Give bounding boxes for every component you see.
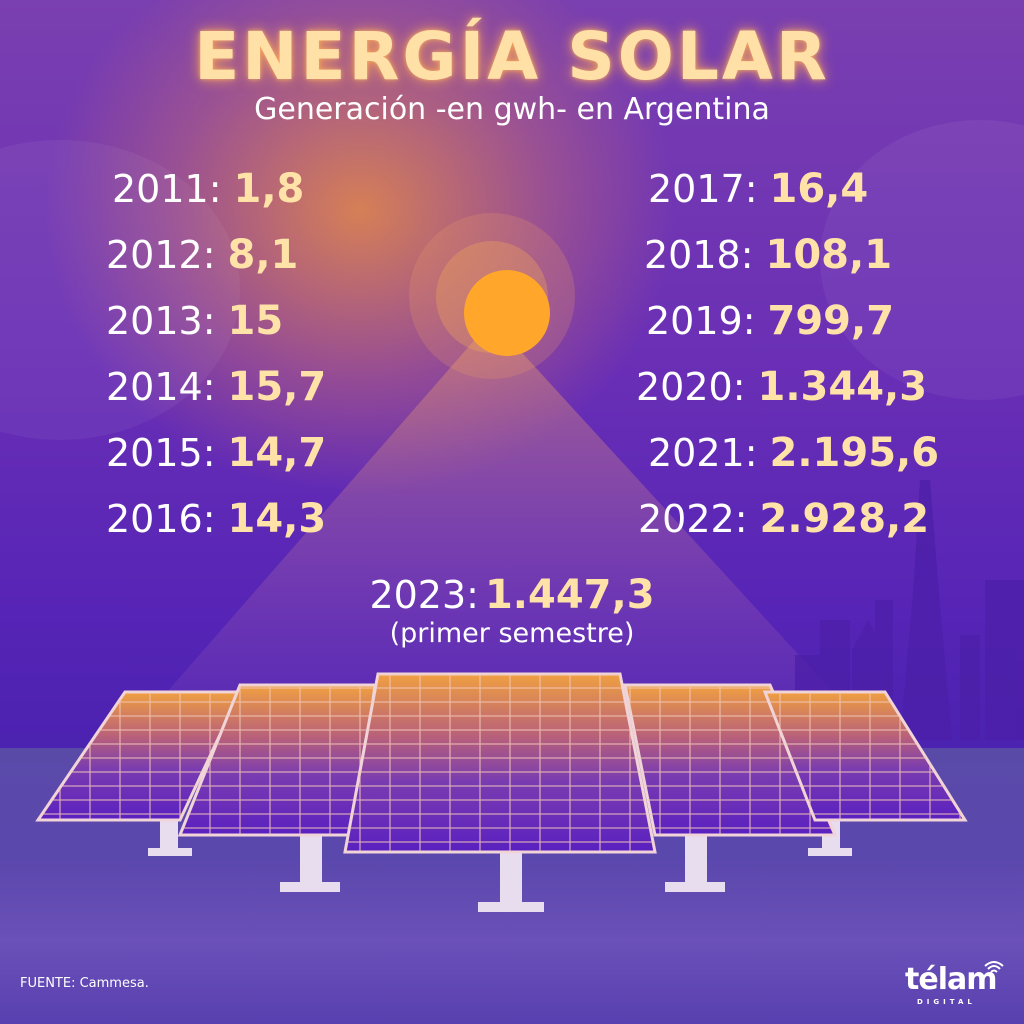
year-label: 2014:: [106, 365, 216, 409]
data-row-2012: 2012: 8,1: [106, 232, 298, 278]
value-label: 2.195,6: [769, 430, 940, 476]
year-label: 2011:: [112, 167, 222, 211]
source-credit: FUENTE: Cammesa.: [20, 976, 149, 991]
data-row-2019: 2019: 799,7: [646, 298, 894, 344]
value-label: 8,1: [227, 232, 299, 278]
value-label: 2.928,2: [759, 496, 930, 542]
data-row-2020: 2020: 1.344,3: [636, 364, 927, 410]
value-label: 799,7: [767, 298, 895, 344]
value-label: 1.447,3: [484, 572, 655, 618]
page-title: ENERGÍA SOLAR: [194, 18, 830, 95]
value-label: 1,8: [233, 166, 305, 212]
year-label: 2015:: [106, 431, 216, 475]
telam-logo: télam DIGITAL: [905, 961, 1005, 1010]
year-label: 2021:: [648, 431, 758, 475]
year-label: 2012:: [106, 233, 216, 277]
data-row-2023: 2023: 1.447,3: [0, 572, 1024, 618]
value-label: 15,7: [227, 364, 327, 410]
year-label: 2018:: [644, 233, 754, 277]
value-label: 108,1: [765, 232, 893, 278]
data-row-2013: 2013: 15: [106, 298, 283, 344]
value-label: 14,3: [227, 496, 327, 542]
year-label: 2019:: [646, 299, 756, 343]
value-label: 1.344,3: [757, 364, 928, 410]
year-label: 2020:: [636, 365, 746, 409]
value-label: 16,4: [769, 166, 869, 212]
signal-waves-icon: [984, 961, 1004, 973]
year-label: 2022:: [638, 497, 748, 541]
value-label: 14,7: [227, 430, 327, 476]
data-row-2018: 2018: 108,1: [644, 232, 892, 278]
year-label: 2023:: [369, 573, 479, 617]
page-subtitle: Generación -en gwh- en Argentina: [254, 92, 770, 127]
solar-panels-illustration: [35, 672, 968, 912]
year-label: 2017:: [648, 167, 758, 211]
year-label: 2013:: [106, 299, 216, 343]
value-label: 15: [227, 298, 284, 344]
partial-year-note: (primer semestre): [389, 618, 635, 649]
sun-icon: [464, 270, 550, 356]
year-label: 2016:: [106, 497, 216, 541]
logo-subtitle: DIGITAL: [917, 998, 976, 1006]
data-row-2011: 2011: 1,8: [112, 166, 304, 212]
logo-wordmark: télam: [905, 962, 997, 997]
data-row-2021: 2021: 2.195,6: [648, 430, 939, 476]
data-row-2016: 2016: 14,3: [106, 496, 326, 542]
data-row-2017: 2017: 16,4: [648, 166, 868, 212]
data-row-2015: 2015: 14,7: [106, 430, 326, 476]
data-row-2022: 2022: 2.928,2: [638, 496, 929, 542]
data-row-2014: 2014: 15,7: [106, 364, 326, 410]
